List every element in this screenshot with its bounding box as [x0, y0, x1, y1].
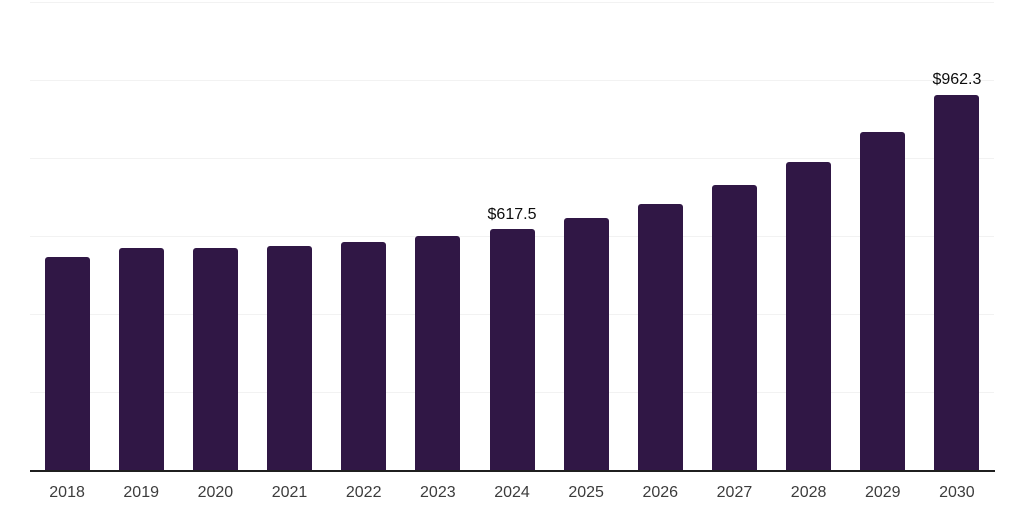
x-tick-2024: 2024 [494, 484, 530, 501]
bar-2030 [934, 94, 980, 470]
bar-2027 [711, 185, 757, 470]
gridline-1000 [30, 80, 994, 81]
bar-value-label-2024: $617.5 [487, 205, 537, 223]
x-tick-2028: 2028 [790, 484, 827, 501]
bar-2023 [415, 236, 461, 470]
bar-2018 [44, 257, 90, 470]
x-tick-2025: 2025 [568, 484, 604, 501]
bar-2029 [860, 131, 906, 470]
bar-2021 [267, 246, 313, 470]
x-tick-2021: 2021 [271, 484, 308, 501]
gridline-1200 [30, 2, 994, 3]
x-axis-labels: 2018 2019 2020 2021 2022 2023 2024 2025 2026 2027… [30, 484, 994, 504]
x-tick-2020: 2020 [197, 484, 234, 501]
bar-2025 [563, 217, 609, 470]
x-tick-2026: 2026 [642, 484, 679, 501]
x-axis-line [30, 470, 995, 472]
x-tick-2019: 2019 [123, 484, 159, 501]
x-tick-2022: 2022 [345, 484, 382, 501]
bar-2019 [118, 247, 164, 470]
bar-2024 [489, 229, 535, 470]
x-tick-2023: 2023 [420, 484, 456, 501]
x-tick-2027: 2027 [716, 484, 753, 501]
gridline-800 [30, 158, 994, 159]
x-tick-2018: 2018 [49, 484, 85, 501]
x-tick-2029: 2029 [864, 484, 901, 501]
bar-2022 [341, 241, 387, 470]
bar-2028 [786, 161, 832, 470]
bar-value-label-2030: $962.3 [932, 71, 982, 89]
x-tick-2030: 2030 [939, 484, 975, 501]
bar-2020 [192, 248, 238, 470]
plot-area: $617.5 $962.3 [30, 2, 994, 470]
bar-2026 [637, 204, 683, 470]
